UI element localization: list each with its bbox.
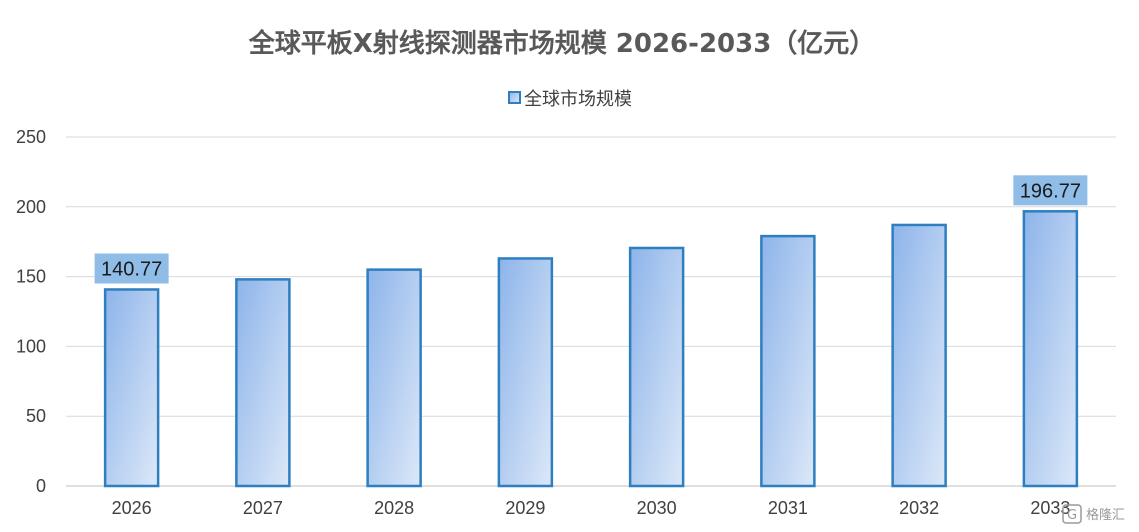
bar-2031 (760, 234, 816, 488)
bar-2032 (891, 223, 947, 488)
x-tick-label: 2027 (243, 498, 283, 518)
bar-2027 (235, 278, 291, 488)
bar-2029 (497, 257, 554, 488)
x-tick-label: 2030 (637, 498, 677, 518)
x-tick-label: 2032 (899, 498, 939, 518)
bars (103, 210, 1079, 488)
watermark-text: 格隆汇 (1086, 507, 1125, 523)
chart-title: 全球平板X射线探测器市场规模 2026-2033（亿元） (248, 28, 876, 59)
data-label-2026: 140.77 (94, 253, 169, 284)
y-tick-label: 250 (16, 127, 46, 147)
x-tick-label: 2033 (1030, 498, 1070, 518)
x-tick-label: 2031 (768, 498, 808, 518)
legend: 全球市场规模 (508, 89, 632, 110)
bar-2030 (628, 246, 685, 488)
y-tick-label: 150 (16, 267, 46, 287)
legend-label: 全球市场规模 (524, 89, 632, 110)
data-label-text: 196.77 (1020, 180, 1081, 202)
data-label-bg (1013, 175, 1088, 206)
y-tick-label: 50 (26, 406, 46, 426)
x-tick-label: 2029 (505, 498, 545, 518)
x-tick-label: 2028 (374, 498, 414, 518)
watermark: G 格隆汇 (1062, 504, 1125, 524)
data-label-2033: 196.77 (1013, 175, 1088, 206)
logo-icon: G (1062, 504, 1082, 524)
gridlines (66, 136, 1116, 487)
data-label-text: 140.77 (101, 258, 162, 280)
y-tick-label: 0 (36, 476, 46, 496)
x-axis-ticks: 2026 2027 2028 2029 2030 2031 2032 2033 (112, 498, 1071, 518)
data-label-bg (94, 253, 169, 284)
y-tick-label: 100 (16, 336, 46, 356)
legend-swatch (508, 91, 521, 104)
data-labels: 140.77 196.77 (94, 175, 1088, 284)
bar-2028 (366, 268, 422, 488)
bar-2026 (103, 288, 160, 488)
y-tick-label: 200 (16, 197, 46, 217)
y-axis-ticks: 0 50 100 150 200 250 (16, 127, 46, 496)
x-tick-label: 2026 (112, 498, 152, 518)
svg-text:G: G (1067, 508, 1077, 523)
bar-2033 (1022, 210, 1079, 488)
